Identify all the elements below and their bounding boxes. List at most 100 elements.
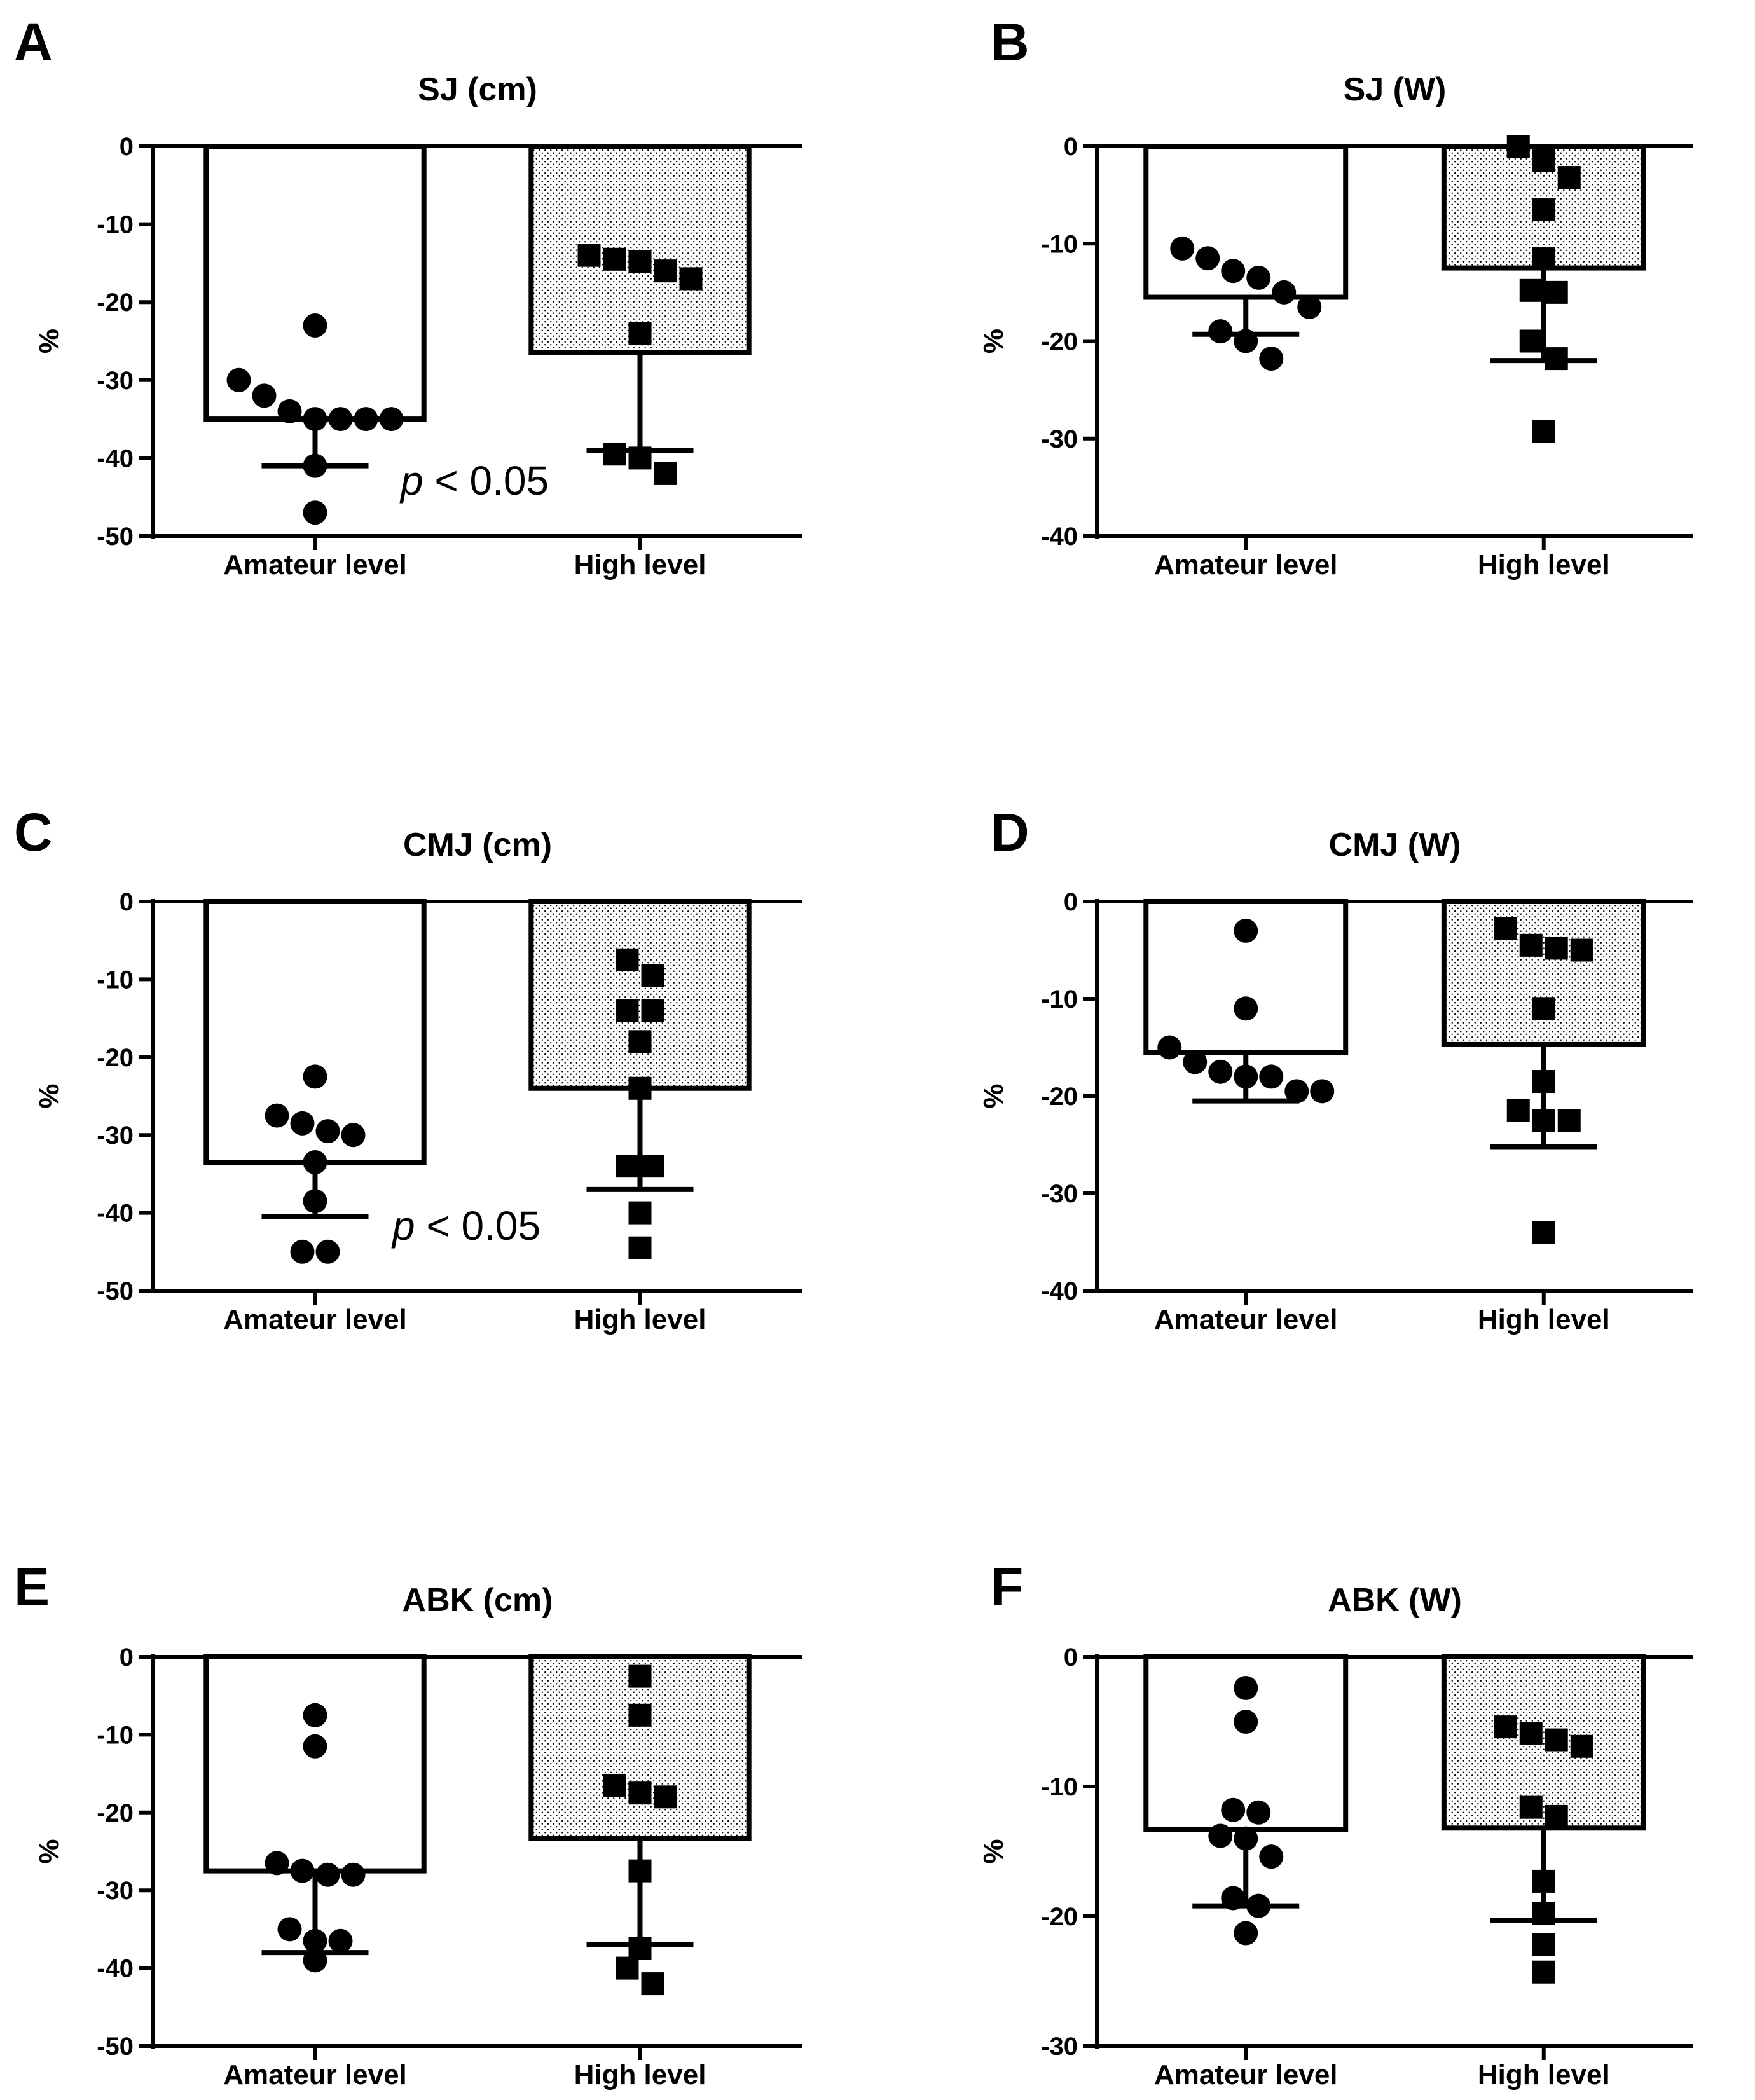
data-point-high <box>628 250 652 273</box>
data-point-high <box>1532 198 1555 221</box>
y-tick-label: -10 <box>97 211 134 239</box>
chart-title: SJ (W) <box>1344 71 1447 108</box>
y-tick-label: -20 <box>1041 1083 1078 1111</box>
data-point-high <box>1545 347 1568 371</box>
data-point-amateur <box>1246 265 1271 290</box>
data-point-high <box>641 999 664 1022</box>
chart-title: CMJ (W) <box>1329 827 1461 863</box>
data-point-amateur <box>1234 1675 1258 1700</box>
x-category-label: High level <box>574 549 706 580</box>
bar-high <box>1441 899 1646 1047</box>
y-tick-label: -50 <box>97 2033 134 2061</box>
data-point-amateur <box>1234 996 1258 1021</box>
y-tick-label: -40 <box>97 1955 134 1983</box>
data-point-high <box>1532 997 1555 1020</box>
x-category-label: Amateur level <box>223 1304 407 1335</box>
y-tick-label: -10 <box>1041 985 1078 1013</box>
x-category-label: Amateur level <box>1154 1304 1338 1335</box>
data-point-amateur <box>303 1703 327 1727</box>
data-point-high <box>1532 1960 1555 1984</box>
y-tick-label: -30 <box>97 367 134 395</box>
y-tick-label: -20 <box>97 1044 134 1072</box>
bar-high <box>1441 1654 1646 1831</box>
panel-letter: A <box>14 12 53 72</box>
data-point-amateur <box>1297 294 1322 319</box>
data-point-high <box>628 322 652 345</box>
y-tick-label: -50 <box>97 523 134 551</box>
chart-title: ABK (W) <box>1328 1582 1462 1619</box>
x-category-label: High level <box>1478 549 1610 580</box>
data-point-high <box>616 1155 639 1178</box>
data-point-high <box>1494 1715 1517 1739</box>
panel-letter: F <box>991 1557 1023 1617</box>
data-point-high <box>1545 1804 1568 1828</box>
data-point-high <box>1519 278 1543 302</box>
chart-panel-b: B SJ (W)% 0 -10 -20 -30 -40 Amateur level High l… <box>978 12 1693 580</box>
data-point-amateur <box>1208 1823 1233 1848</box>
data-point-high <box>1532 1933 1555 1956</box>
data-point-high <box>1557 1109 1581 1132</box>
data-point-amateur <box>1195 246 1220 271</box>
data-point-amateur <box>315 1239 340 1264</box>
data-point-amateur <box>1221 259 1246 284</box>
data-point-high <box>679 267 703 291</box>
data-point-amateur <box>1208 1059 1233 1084</box>
x-category-label: High level <box>574 1304 706 1335</box>
data-point-amateur <box>303 453 327 478</box>
y-axis-label: % <box>34 1839 65 1863</box>
y-tick-label: -20 <box>97 1799 134 1827</box>
data-point-amateur <box>1157 1035 1182 1060</box>
y-tick-label: -10 <box>97 966 134 994</box>
data-point-high <box>628 1781 652 1805</box>
data-point-high <box>628 1937 652 1960</box>
data-point-high <box>628 446 652 470</box>
data-point-high <box>1532 1869 1555 1893</box>
data-point-amateur <box>1221 1797 1246 1822</box>
y-tick-label: -30 <box>97 1877 134 1905</box>
y-tick-label: 0 <box>1064 1644 1078 1671</box>
data-point-high <box>641 964 664 987</box>
chart-title: ABK (cm) <box>403 1582 553 1619</box>
data-point-high <box>1532 1109 1555 1132</box>
data-point-high <box>603 1773 626 1797</box>
x-category-label: Amateur level <box>223 549 407 580</box>
p-threshold: < 0.05 <box>415 1203 541 1249</box>
data-point-high <box>616 948 639 971</box>
y-tick-label: -20 <box>1041 1903 1078 1931</box>
y-axis-label: % <box>978 329 1009 353</box>
data-point-amateur <box>265 1103 289 1128</box>
bar-high <box>528 899 752 1091</box>
data-point-high <box>628 1236 652 1259</box>
data-point-amateur <box>290 1858 315 1883</box>
data-point-amateur <box>1221 1886 1246 1911</box>
data-point-amateur <box>315 1862 340 1887</box>
data-point-high <box>1532 420 1555 444</box>
p-symbol: p <box>399 458 423 504</box>
data-point-high <box>1557 166 1581 189</box>
data-point-amateur <box>303 1064 327 1089</box>
data-point-high <box>628 1076 652 1100</box>
data-point-amateur <box>1234 1064 1258 1089</box>
data-point-amateur <box>1234 1826 1258 1851</box>
data-point-amateur <box>265 1851 289 1876</box>
data-point-amateur <box>328 407 353 432</box>
panel-letter: E <box>14 1557 50 1617</box>
data-point-amateur <box>303 407 327 432</box>
data-point-amateur <box>1234 918 1258 943</box>
data-point-amateur <box>1272 280 1297 305</box>
data-point-high <box>628 1201 652 1225</box>
data-point-high <box>1532 1221 1555 1244</box>
y-tick-label: 0 <box>1064 133 1078 161</box>
y-tick-label: -40 <box>1041 1277 1078 1305</box>
p-symbol: p <box>391 1203 415 1249</box>
x-category-label: High level <box>574 2059 706 2090</box>
data-point-amateur <box>277 399 302 423</box>
data-point-high <box>1519 329 1543 353</box>
y-tick-label: -10 <box>97 1721 134 1749</box>
data-point-high <box>641 1972 664 1996</box>
y-tick-label: 0 <box>120 1644 134 1671</box>
data-point-amateur <box>1246 1800 1271 1825</box>
bar-high <box>528 144 752 355</box>
data-point-high <box>616 999 639 1022</box>
